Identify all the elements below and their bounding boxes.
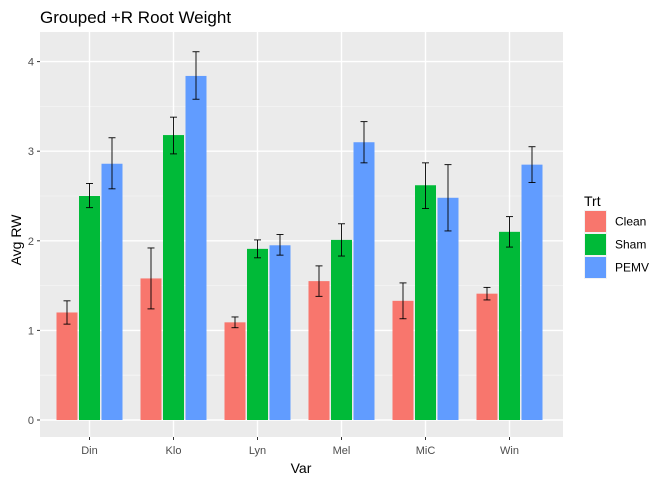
x-tick-label: MiC [416, 445, 436, 457]
bar-pemv [185, 75, 207, 420]
x-tick-label: Din [81, 445, 98, 457]
legend-label: Sham [615, 238, 646, 252]
y-axis-title: Avg RW [8, 214, 24, 266]
y-axis: 0 1 2 3 4 [28, 57, 40, 427]
bar-sham [163, 135, 184, 420]
y-tick-label: 1 [28, 325, 34, 337]
x-tick-label: Lyn [249, 445, 266, 457]
bar-pemv [521, 164, 543, 420]
bar-sham [247, 248, 268, 420]
legend-title: Trt [584, 193, 601, 209]
bar-clean [140, 278, 162, 420]
legend-label: PEMV [615, 261, 649, 275]
bar-pemv [269, 245, 291, 420]
y-tick-label: 4 [28, 57, 34, 69]
y-tick-label: 3 [28, 146, 34, 158]
bar-clean [476, 293, 498, 420]
plot-panel [40, 32, 563, 437]
error-bars [63, 51, 536, 329]
x-axis-title: Var [291, 460, 312, 476]
bars [56, 75, 543, 421]
bar-clean [56, 312, 78, 420]
bar-sham [79, 196, 100, 420]
y-tick-label: 0 [28, 415, 34, 427]
x-tick-label: Klo [166, 445, 182, 457]
legend-swatch-sham [585, 234, 606, 255]
bar-sham [331, 239, 352, 420]
legend-swatch-pemv [585, 257, 606, 278]
bar-clean [308, 281, 330, 420]
legend: Trt Clean Sham PEMV [584, 193, 649, 279]
bar-sham [499, 231, 520, 420]
bar-clean [392, 300, 414, 420]
y-tick-label: 2 [28, 236, 34, 248]
bar-clean [224, 322, 246, 420]
bar-pemv [353, 142, 375, 421]
chart-title: Grouped +R Root Weight [40, 8, 231, 27]
legend-swatch-clean [585, 211, 606, 232]
legend-label: Clean [615, 215, 646, 229]
bar-sham [415, 185, 436, 420]
x-tick-label: Mel [333, 445, 351, 457]
bar-pemv [101, 163, 123, 420]
bar-pemv [437, 197, 459, 420]
x-tick-label: Win [500, 445, 519, 457]
x-axis: Din Klo Lyn Mel MiC Win [81, 437, 519, 457]
